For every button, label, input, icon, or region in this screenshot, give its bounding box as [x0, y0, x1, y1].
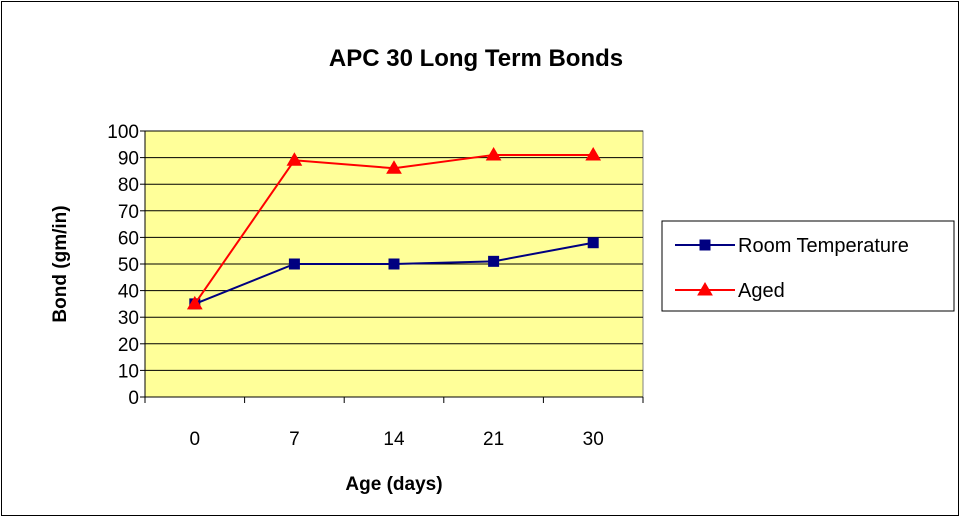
chart-title: APC 30 Long Term Bonds — [329, 45, 623, 72]
legend-marker-room-temperature — [699, 239, 711, 251]
y-tick-label: 0 — [128, 388, 139, 409]
legend-label-room-temperature: Room Temperature — [738, 235, 909, 257]
y-tick-label: 10 — [118, 361, 139, 382]
legend-box — [661, 220, 955, 312]
data-point-aged — [186, 295, 203, 310]
x-tick-label: 30 — [583, 429, 604, 450]
y-tick-label: 20 — [118, 335, 139, 356]
y-tick-label: 100 — [107, 122, 139, 143]
axes — [140, 130, 644, 403]
y-tick-label: 70 — [118, 202, 139, 223]
legend-label-aged: Aged — [738, 280, 785, 302]
data-point-room-temperature — [587, 237, 599, 249]
data-point-aged — [386, 160, 402, 174]
y-axis-label: Bond (gm/in) — [50, 205, 71, 322]
y-tick-label: 30 — [118, 308, 139, 329]
data-point-room-temperature — [488, 255, 500, 267]
y-tick-labels: 0 10 20 30 40 50 60 70 80 90 100 — [107, 122, 139, 409]
y-tick-label: 50 — [118, 255, 139, 276]
gridlines — [145, 130, 643, 371]
x-tick-labels: 0 7 14 21 30 — [190, 429, 604, 450]
data-point-room-temperature — [388, 258, 400, 270]
x-tick-label: 7 — [289, 429, 300, 450]
legend: Room Temperature Aged — [675, 235, 909, 302]
series-layer — [186, 146, 602, 310]
x-tick-label: 14 — [383, 429, 405, 450]
x-tick-label: 21 — [483, 429, 504, 450]
series-aged — [186, 146, 602, 310]
data-point-room-temperature — [288, 258, 300, 270]
y-tick-label: 90 — [118, 149, 139, 170]
y-tick-label: 40 — [118, 282, 139, 303]
x-tick-label: 0 — [190, 429, 201, 450]
y-tick-label: 80 — [118, 175, 139, 196]
data-point-aged — [485, 146, 502, 161]
x-axis-label: Age (days) — [345, 474, 442, 495]
legend-marker-aged — [697, 282, 713, 296]
data-point-aged — [585, 146, 602, 161]
y-tick-label: 60 — [118, 228, 139, 249]
data-point-aged — [286, 152, 303, 166]
